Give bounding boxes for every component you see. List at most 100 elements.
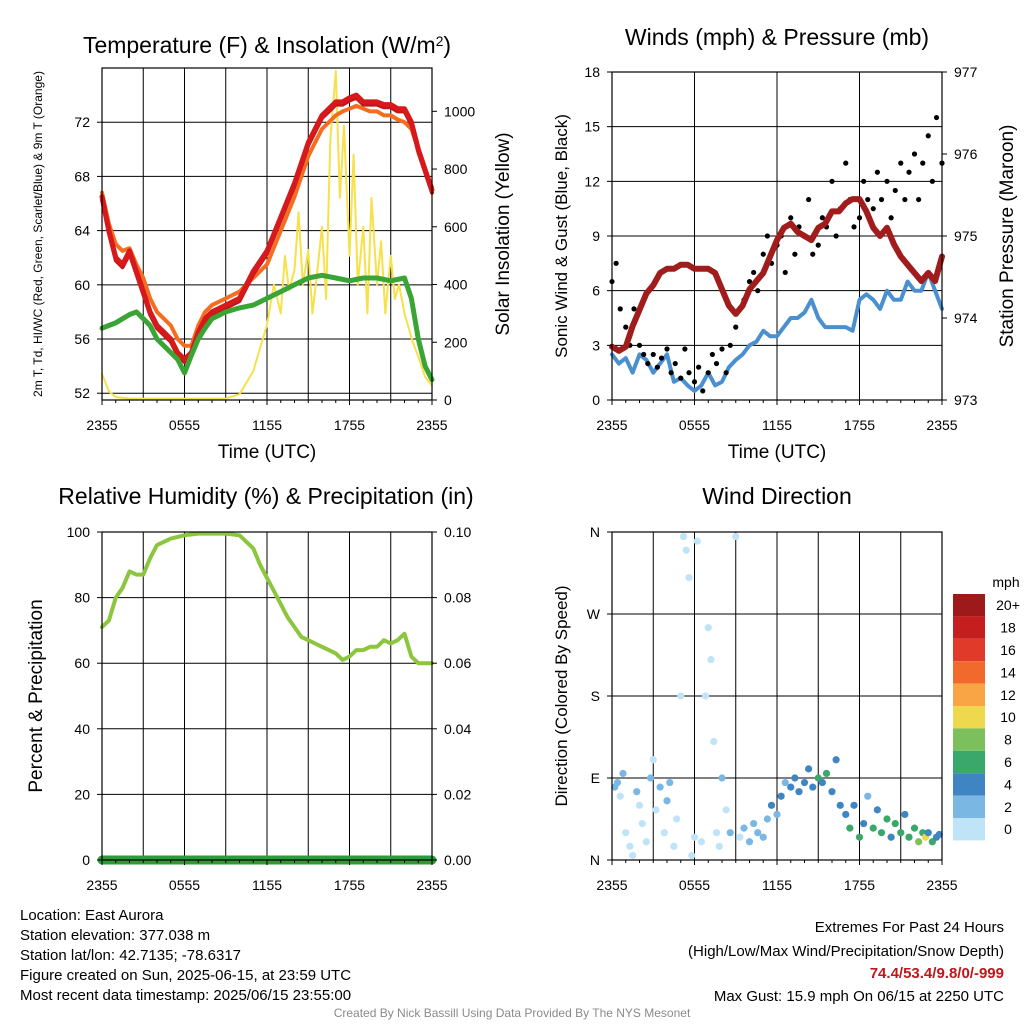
direction-point bbox=[660, 829, 668, 837]
x-tick-label: 2355 bbox=[86, 417, 117, 433]
series-line-relative-humidity bbox=[100, 531, 434, 666]
y-tick-label: 52 bbox=[74, 385, 90, 401]
x-tick-label: 2355 bbox=[416, 877, 447, 893]
direction-point bbox=[928, 838, 936, 846]
direction-point bbox=[850, 801, 858, 809]
direction-point bbox=[745, 838, 754, 846]
gust-point bbox=[843, 160, 849, 166]
extremes-values: 74.4/53.4/9.8/0/-999 bbox=[869, 965, 1004, 982]
direction-point bbox=[633, 788, 641, 796]
y-tick-label: 60 bbox=[74, 277, 90, 293]
y2-tick-label: 200 bbox=[444, 334, 468, 350]
chart-title: Relative Humidity (%) & Precipitation (i… bbox=[58, 483, 473, 509]
direction-point bbox=[750, 819, 758, 828]
direction-point bbox=[652, 806, 660, 814]
colorbar-swatch bbox=[953, 795, 985, 818]
direction-point bbox=[795, 788, 803, 796]
direction-point bbox=[935, 830, 943, 839]
x-tick-label: 1155 bbox=[252, 877, 282, 893]
colorbar-swatch bbox=[953, 728, 985, 751]
direction-point bbox=[685, 573, 693, 582]
direction-point bbox=[910, 824, 919, 832]
direction-point bbox=[707, 655, 715, 664]
y2-tick-label: 800 bbox=[444, 161, 468, 177]
colorbar-label: 4 bbox=[1004, 776, 1012, 792]
colorbar-swatch bbox=[953, 750, 985, 774]
direction-point bbox=[883, 815, 891, 823]
gust-point bbox=[829, 178, 835, 184]
gust-point bbox=[713, 360, 720, 367]
direction-point bbox=[690, 833, 699, 841]
gust-point bbox=[810, 251, 816, 257]
y2-tick-label: 0.00 bbox=[444, 852, 471, 868]
direction-point bbox=[869, 824, 877, 832]
gust-point bbox=[727, 342, 733, 348]
colorbar-swatch bbox=[953, 616, 985, 639]
direction-point bbox=[767, 801, 776, 809]
y2-tick-label: 975 bbox=[954, 228, 978, 244]
gust-point bbox=[645, 360, 651, 367]
direction-point bbox=[828, 788, 836, 796]
direction-point bbox=[855, 833, 864, 841]
direction-point bbox=[666, 778, 674, 787]
y-tick-label: N bbox=[590, 852, 600, 868]
y-tick-label: 3 bbox=[592, 337, 600, 353]
gust-point bbox=[929, 178, 935, 184]
x-tick-label: 2355 bbox=[86, 877, 117, 893]
y-tick-label: 40 bbox=[74, 721, 90, 737]
y2-tick-label: 973 bbox=[954, 392, 978, 408]
y-tick-label: 20 bbox=[74, 786, 90, 802]
direction-point bbox=[670, 842, 678, 850]
gust-point bbox=[668, 370, 674, 376]
extremes-title: Extremes For Past 24 Hours bbox=[814, 919, 1004, 936]
y-tick-label: 0 bbox=[592, 392, 600, 408]
direction-point bbox=[722, 806, 730, 814]
colorbar-swatch bbox=[953, 661, 985, 684]
footer-elevation: Station elevation: 377.038 m bbox=[20, 927, 211, 944]
direction-point bbox=[800, 778, 809, 787]
gust-point bbox=[916, 196, 922, 203]
direction-point bbox=[832, 756, 840, 764]
colorbar-label: 12 bbox=[1000, 687, 1016, 703]
extremes-subtitle: (High/Low/Max Wind/Precipitation/Snow De… bbox=[688, 943, 1004, 960]
gust-point bbox=[911, 151, 918, 157]
gust-point bbox=[792, 251, 798, 257]
direction-point bbox=[787, 783, 795, 791]
x-tick-label: 1155 bbox=[762, 877, 792, 893]
x-tick-label: 1755 bbox=[334, 417, 365, 433]
gust-point bbox=[664, 346, 670, 352]
x-tick-label: 2355 bbox=[416, 417, 447, 433]
direction-point bbox=[712, 829, 721, 837]
gust-point bbox=[696, 364, 702, 370]
direction-point bbox=[701, 692, 710, 700]
footer-recent: Most recent data timestamp: 2025/06/15 2… bbox=[20, 987, 352, 1004]
x-tick-label: 2355 bbox=[596, 877, 627, 893]
y-tick-label: 72 bbox=[74, 114, 90, 130]
y2-tick-label: 0.10 bbox=[444, 524, 471, 540]
y2-axis-title: Station Pressure (Maroon) bbox=[997, 125, 1018, 348]
x-tick-label: 0555 bbox=[679, 877, 710, 893]
colorbar-swatch bbox=[953, 706, 985, 729]
direction-point bbox=[905, 833, 913, 841]
direction-point bbox=[860, 819, 868, 828]
y-tick-label: N bbox=[590, 524, 600, 540]
gust-point bbox=[631, 306, 637, 312]
colorbar-swatch bbox=[953, 594, 985, 617]
y2-tick-label: 0.04 bbox=[444, 721, 471, 737]
x-tick-label: 2355 bbox=[926, 877, 957, 893]
max-gust: Max Gust: 15.9 mph On 06/15 at 2250 UTC bbox=[713, 988, 1004, 1005]
y2-tick-label: 1000 bbox=[444, 103, 475, 119]
x-tick-label: 0555 bbox=[169, 877, 200, 893]
gust-point bbox=[613, 260, 619, 266]
direction-point bbox=[635, 801, 644, 809]
chart-title: Winds (mph) & Pressure (mb) bbox=[625, 24, 929, 50]
x-tick-label: 1755 bbox=[844, 877, 875, 893]
direction-point bbox=[740, 824, 748, 832]
gust-point bbox=[764, 233, 770, 239]
colorbar-title: mph bbox=[992, 574, 1019, 590]
gust-point bbox=[861, 178, 867, 184]
direction-point bbox=[682, 546, 690, 554]
direction-point bbox=[710, 737, 718, 746]
gust-point bbox=[856, 215, 863, 221]
direction-point bbox=[622, 829, 630, 837]
